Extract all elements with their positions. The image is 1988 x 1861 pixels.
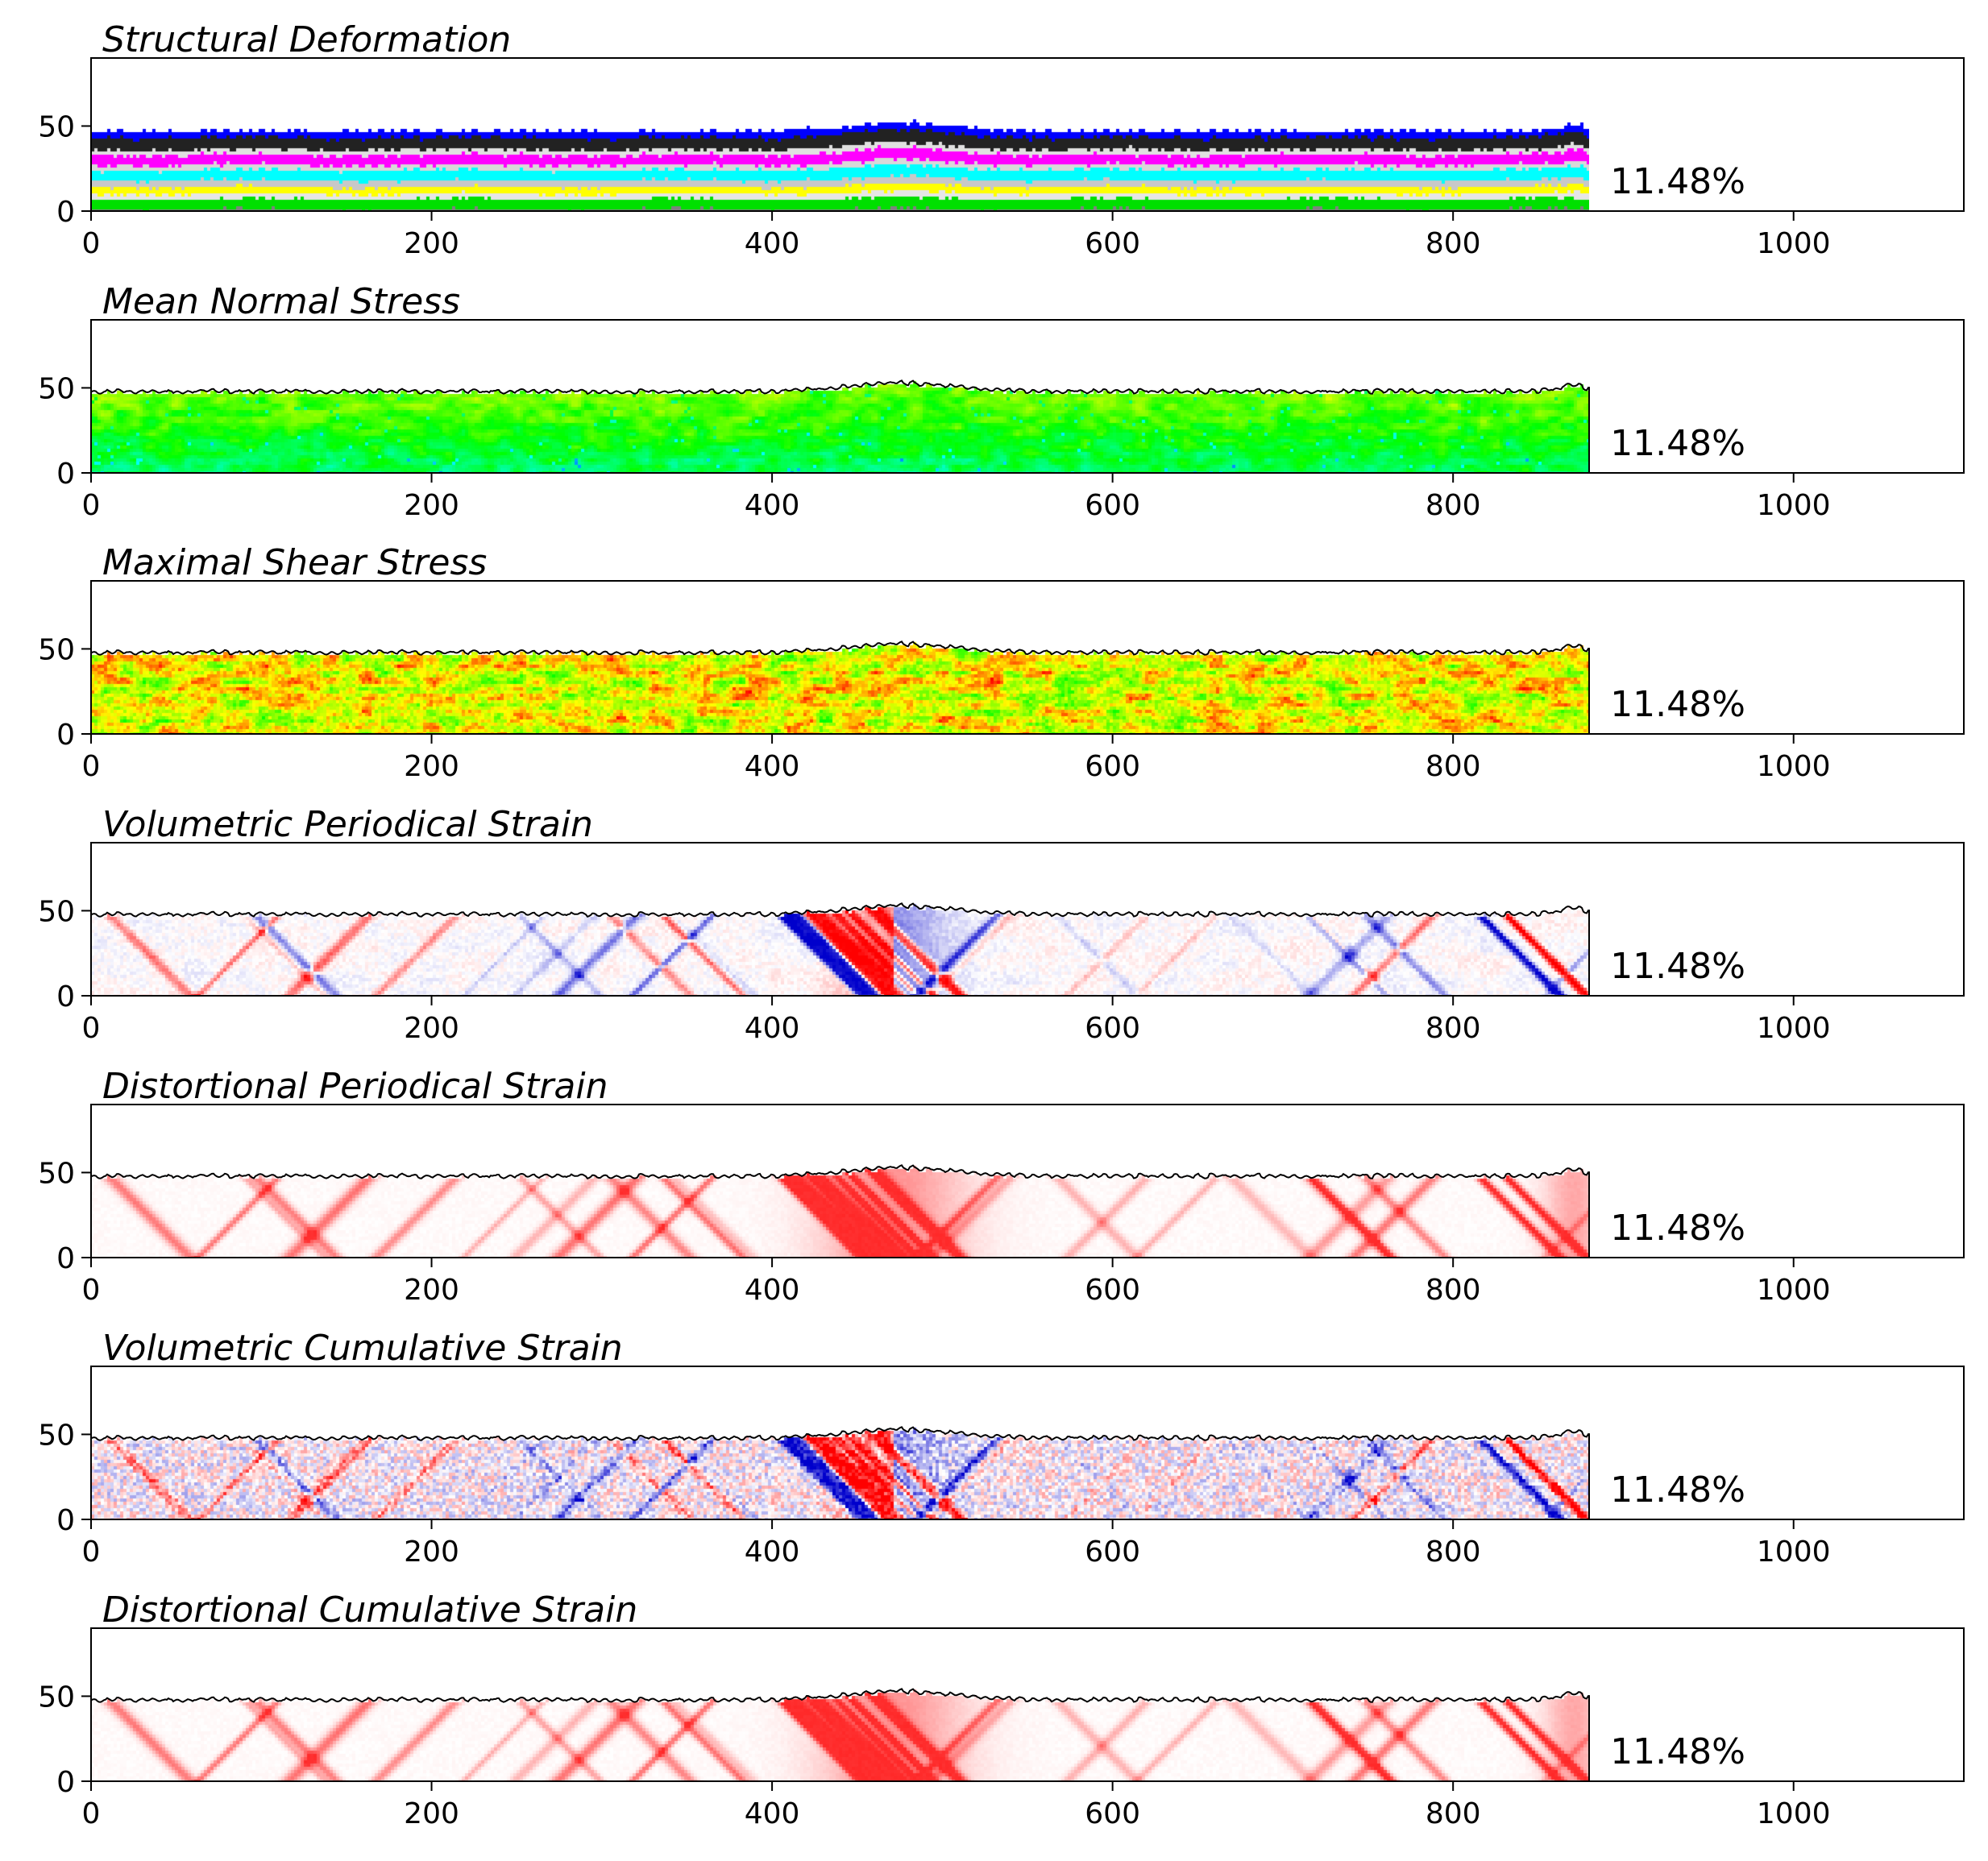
x-tick-label: 400: [745, 227, 800, 260]
x-tick-label: 800: [1426, 1012, 1481, 1045]
x-tick-label: 800: [1426, 227, 1481, 260]
progress-annotation: 11.48%: [1610, 946, 1745, 987]
surface-line: [90, 902, 1590, 996]
progress-annotation: 11.48%: [1610, 684, 1745, 725]
panel-6: Volumetric Cumulative Strain 0 200 400 600 80…: [38, 1328, 1965, 1569]
x-tick-label: 0: [82, 1797, 101, 1830]
x-tick-label: 600: [1085, 1012, 1140, 1045]
x-tick-label: 1000: [1757, 1797, 1831, 1830]
panel-3: Maximal Shear Stress 0 200 400 600 800 1000 0 50…: [38, 542, 1965, 783]
x-tick-label: 800: [1426, 750, 1481, 783]
x-tick-label: 200: [404, 1536, 459, 1569]
x-tick-label: 0: [82, 750, 101, 783]
progress-annotation: 11.48%: [1610, 1469, 1745, 1511]
x-tick-label: 600: [1085, 1536, 1140, 1569]
heatmap-image: [91, 843, 1589, 996]
x-tick-label: 1000: [1757, 1274, 1831, 1307]
y-tick-label: 0: [56, 719, 75, 752]
x-tick-label: 600: [1085, 227, 1140, 260]
y-tick-label: 50: [38, 633, 75, 666]
x-tick-label: 1000: [1757, 227, 1831, 260]
y-tick-label: 0: [56, 1766, 75, 1799]
x-tick-label: 200: [404, 489, 459, 522]
y-tick-label: 0: [56, 980, 75, 1013]
progress-annotation: 11.48%: [1610, 161, 1745, 202]
y-tick-label: 50: [38, 895, 75, 928]
heatmap-image: [91, 58, 1589, 211]
panel-title: Volumetric Cumulative Strain: [102, 1328, 623, 1369]
x-tick-label: 0: [82, 489, 101, 522]
axes-frame: [90, 842, 1965, 997]
axes-frame: [90, 319, 1965, 474]
y-tick-label: 0: [56, 1242, 75, 1275]
y-tick-label: 50: [38, 372, 75, 405]
x-tick-label: 800: [1426, 1797, 1481, 1830]
x-tick-label: 400: [745, 1797, 800, 1830]
x-tick-label: 0: [82, 227, 101, 260]
x-tick-label: 200: [404, 1274, 459, 1307]
axes-frame: [90, 1627, 1965, 1782]
y-tick-label: 0: [56, 196, 75, 229]
surface-line: [90, 1688, 1590, 1781]
heatmap-image: [91, 1366, 1589, 1519]
panel-title: Distortional Cumulative Strain: [102, 1590, 637, 1631]
x-tick-label: 600: [1085, 750, 1140, 783]
y-tick-label: 50: [38, 110, 75, 143]
panel-title: Volumetric Periodical Strain: [102, 804, 593, 845]
x-tick-label: 800: [1426, 1536, 1481, 1569]
x-tick-label: 1000: [1757, 489, 1831, 522]
panel-4: Volumetric Periodical Strain 0 200 400 600 80…: [38, 804, 1965, 1045]
y-tick-label: 50: [38, 1419, 75, 1452]
x-tick-label: 200: [404, 750, 459, 783]
panel-title: Maximal Shear Stress: [102, 542, 487, 583]
x-tick-label: 1000: [1757, 1536, 1831, 1569]
progress-annotation: 11.48%: [1610, 423, 1745, 464]
x-tick-label: 400: [745, 1012, 800, 1045]
panel-title: Mean Normal Stress: [102, 281, 460, 322]
panel-1: Structural Deformation 0 200 400 600 800 1000 0…: [38, 19, 1965, 260]
surface-line: [90, 379, 1590, 473]
panel-7: Distortional Cumulative Strain 0 200 400 600…: [38, 1590, 1965, 1830]
progress-annotation: 11.48%: [1610, 1208, 1745, 1249]
axes-frame: [90, 1366, 1965, 1520]
panel-title: Structural Deformation: [102, 19, 511, 60]
panel-5: Distortional Periodical Strain 0 200 400 600…: [38, 1066, 1965, 1307]
x-tick-label: 1000: [1757, 1012, 1831, 1045]
axes-frame: [90, 57, 1965, 212]
surface-line: [90, 1426, 1590, 1519]
x-tick-label: 400: [745, 1274, 800, 1307]
x-tick-label: 0: [82, 1536, 101, 1569]
y-tick-label: 50: [38, 1157, 75, 1190]
x-tick-label: 600: [1085, 489, 1140, 522]
heatmap-image: [91, 320, 1589, 473]
x-tick-label: 800: [1426, 489, 1481, 522]
x-tick-label: 400: [745, 1536, 800, 1569]
y-tick-label: 0: [56, 1504, 75, 1537]
x-tick-label: 200: [404, 227, 459, 260]
x-tick-label: 200: [404, 1012, 459, 1045]
x-tick-label: 200: [404, 1797, 459, 1830]
heatmap-image: [91, 1628, 1589, 1781]
heatmap-image: [91, 581, 1589, 734]
y-tick-label: 0: [56, 458, 75, 491]
panel-2: Mean Normal Stress 0 200 400 600 800 1000 0 50 11…: [38, 281, 1965, 522]
surface-line: [90, 640, 1590, 734]
y-tick-label: 50: [38, 1681, 75, 1714]
x-tick-label: 0: [82, 1012, 101, 1045]
x-tick-label: 600: [1085, 1274, 1140, 1307]
progress-annotation: 11.48%: [1610, 1731, 1745, 1772]
x-tick-label: 600: [1085, 1797, 1140, 1830]
x-tick-label: 400: [745, 489, 800, 522]
axes-frame: [90, 580, 1965, 735]
heatmap-image: [91, 1105, 1589, 1258]
panel-title: Distortional Periodical Strain: [102, 1066, 608, 1107]
x-tick-label: 800: [1426, 1274, 1481, 1307]
axes-frame: [90, 1104, 1965, 1258]
x-tick-label: 1000: [1757, 750, 1831, 783]
surface-line: [90, 1164, 1590, 1258]
x-tick-label: 400: [745, 750, 800, 783]
x-tick-label: 0: [82, 1274, 101, 1307]
